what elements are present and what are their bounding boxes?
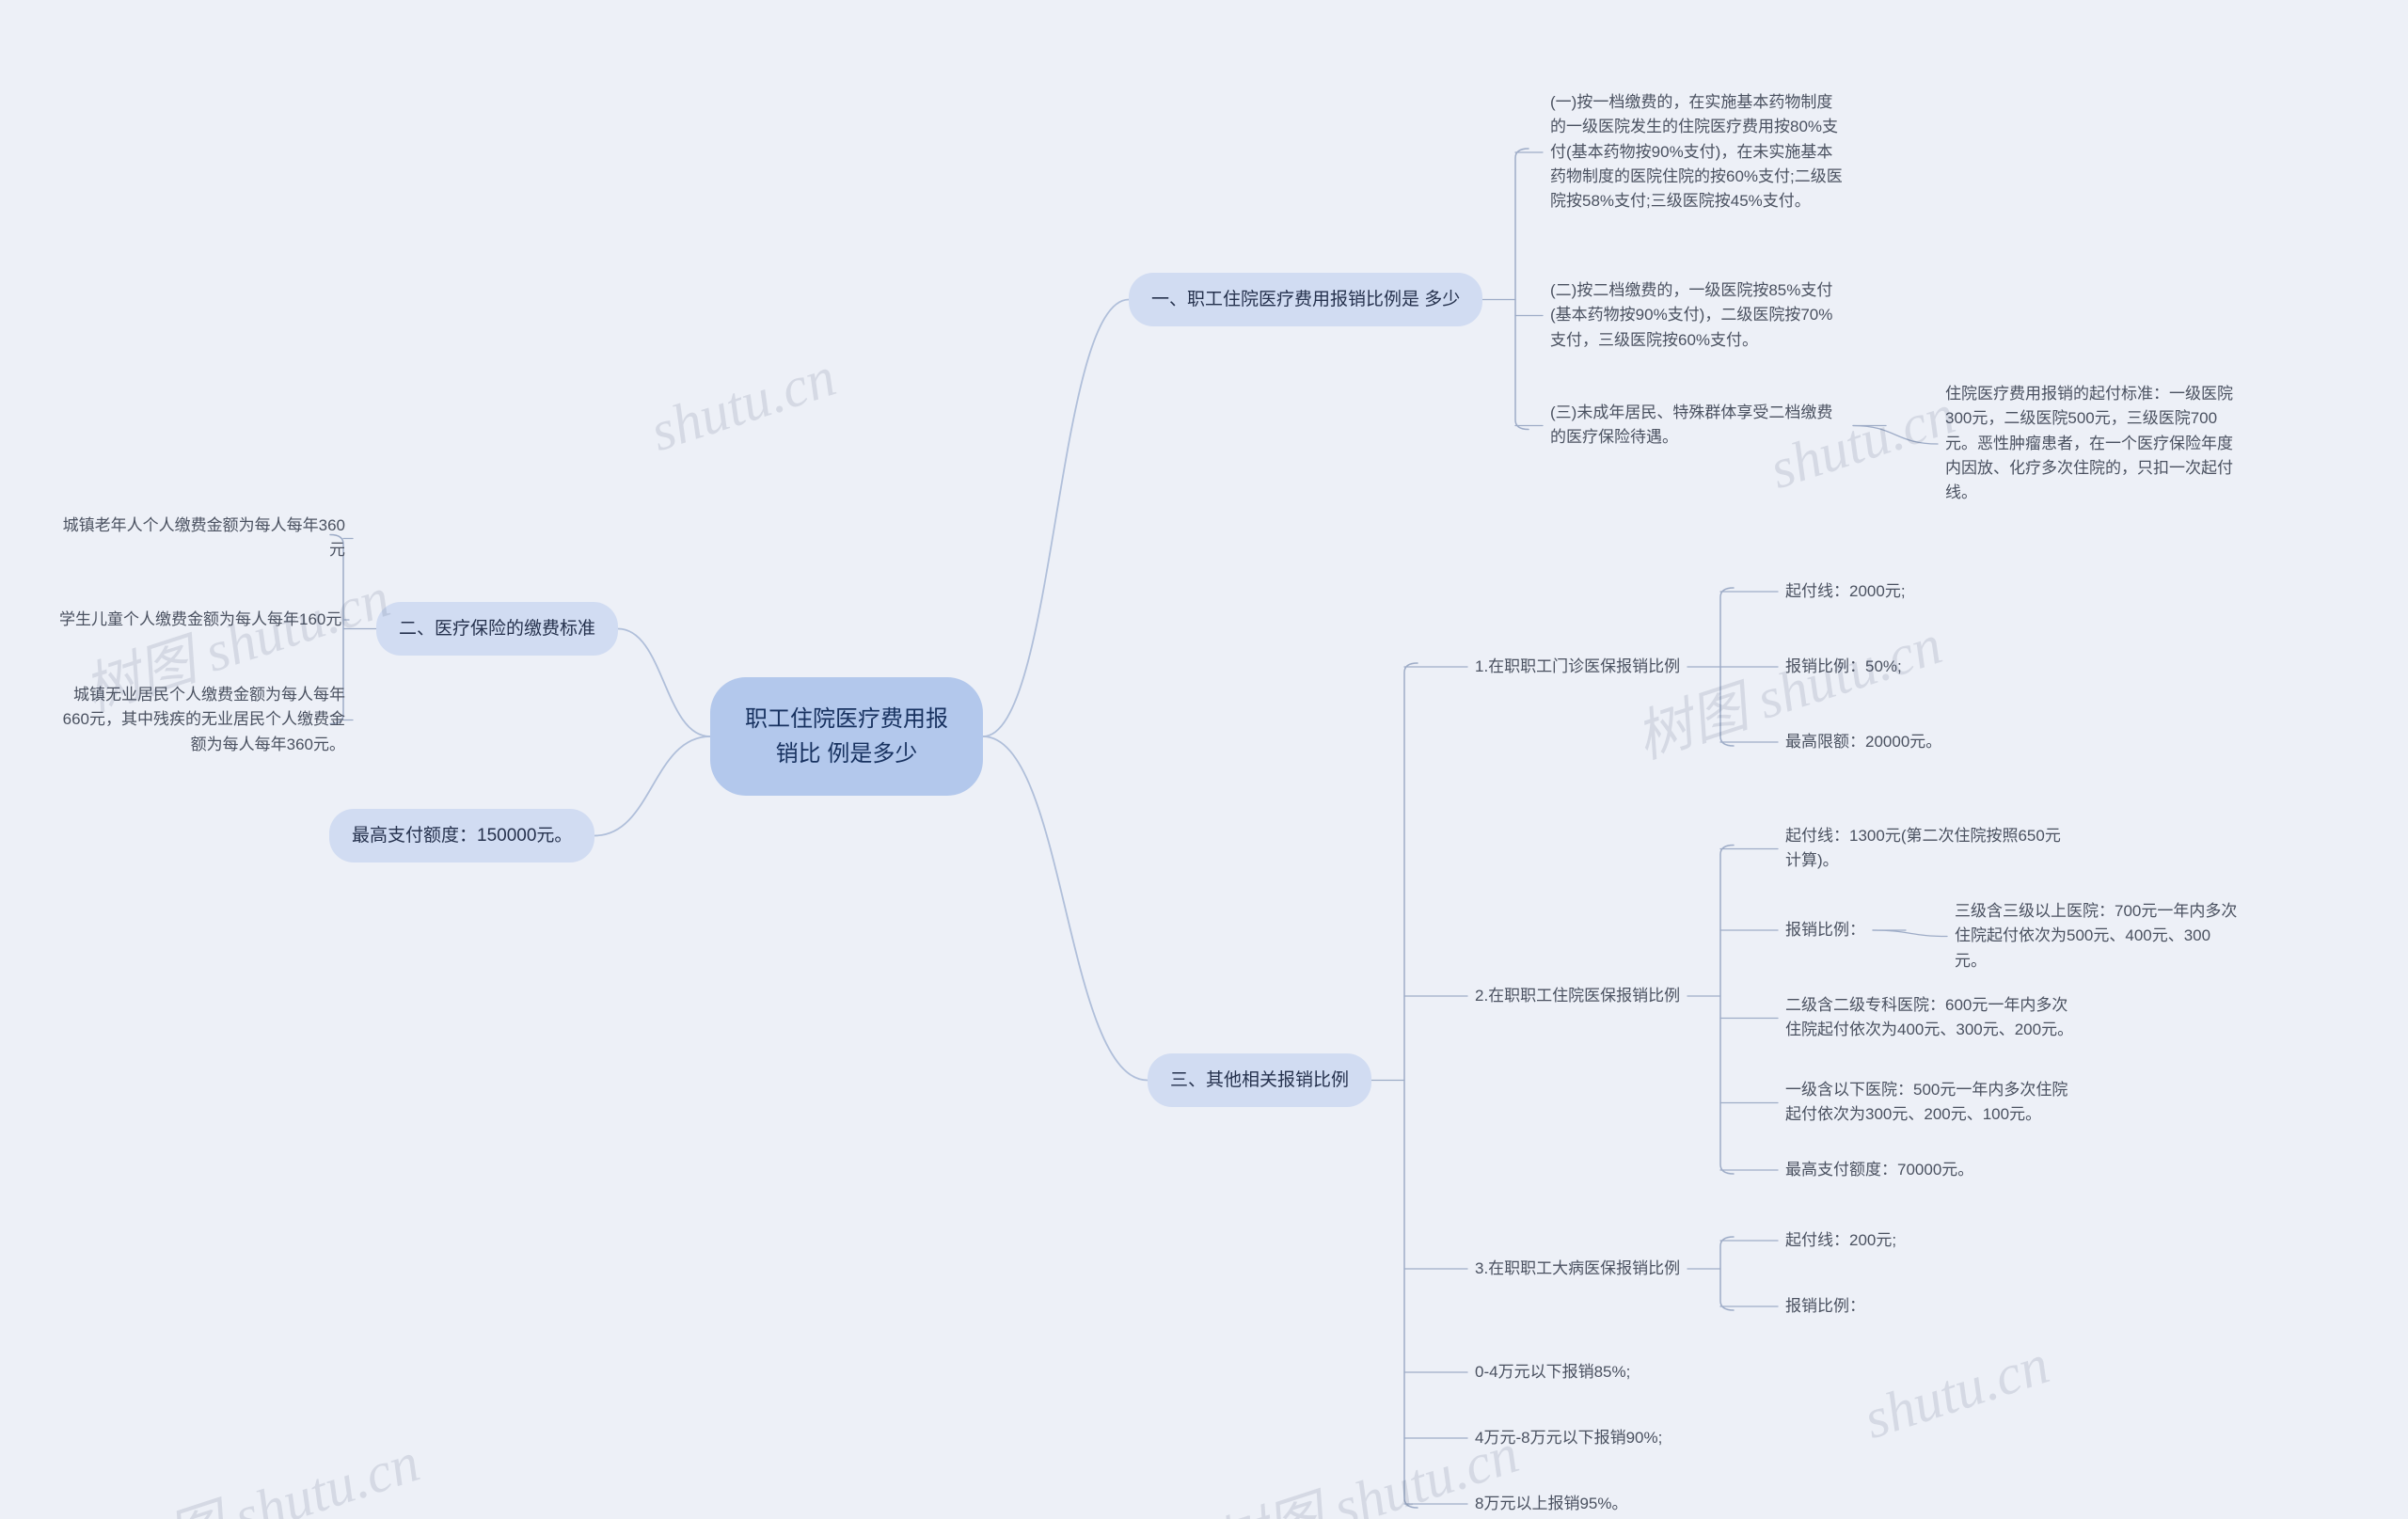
mindmap-node-b2c1: 城镇老年人个人缴费金额为每人每年360元 — [52, 508, 353, 569]
node-label: 城镇无业居民个人缴费金额为每人每年660元，其中残疾的无业居民个人缴费金额为每人… — [42, 677, 353, 763]
node-label: 1.在职职工门诊医保报销比例 — [1467, 649, 1687, 685]
node-label: 一级含以下医院：500元一年内多次住院起付依次为300元、200元、100元。 — [1778, 1072, 2088, 1133]
mindmap-node-b3c2d: 一级含以下医院：500元一年内多次住院起付依次为300元、200元、100元。 — [1778, 1072, 2088, 1133]
node-label: 2.在职职工住院医保报销比例 — [1467, 978, 1687, 1014]
node-label: 最高支付额度：70000元。 — [1778, 1152, 1981, 1188]
mindmap-node-center: 职工住院医疗费用报销比 例是多少 — [710, 677, 983, 796]
mindmap-node-b3c2a: 起付线：1300元(第二次住院按照650元计算)。 — [1778, 818, 2079, 879]
mindmap-node-b1c3: (三)未成年居民、特殊群体享受二档缴费的医疗保险待遇。 — [1543, 395, 1853, 456]
node-label: 二、医疗保险的缴费标准 — [376, 602, 618, 656]
node-label: 4万元-8万元以下报销90%; — [1467, 1420, 1670, 1456]
node-label: 三、其他相关报销比例 — [1148, 1053, 1371, 1107]
mindmap-node-b3c5: 4万元-8万元以下报销90%; — [1467, 1420, 1670, 1456]
node-label: 最高支付额度：150000元。 — [329, 809, 594, 862]
mindmap-node-b3c1c: 最高限额：20000元。 — [1778, 724, 1949, 760]
node-label: 起付线：1300元(第二次住院按照650元计算)。 — [1778, 818, 2079, 879]
node-label: 报销比例： — [1778, 912, 1873, 948]
mindmap-node-b3c1: 1.在职职工门诊医保报销比例 — [1467, 649, 1687, 685]
connector-layer — [0, 0, 2408, 1519]
node-label: (二)按二档缴费的，一级医院按85%支付(基本药物按90%支付)，二级医院按70… — [1543, 273, 1853, 358]
mindmap-node-b3c2c: 二级含二级专科医院：600元一年内多次住院起付依次为400元、300元、200元… — [1778, 988, 2088, 1049]
mindmap-node-b3c4: 0-4万元以下报销85%; — [1467, 1354, 1638, 1390]
node-label: (三)未成年居民、特殊群体享受二档缴费的医疗保险待遇。 — [1543, 395, 1853, 456]
node-label: 住院医疗费用报销的起付标准：一级医院300元，二级医院500元，三级医院700元… — [1938, 376, 2248, 512]
node-label: 职工住院医疗费用报销比 例是多少 — [710, 677, 983, 796]
mindmap-node-b3c2b1: 三级含三级以上医院：700元一年内多次住院起付依次为500元、400元、300元… — [1947, 894, 2248, 979]
node-label: 三级含三级以上医院：700元一年内多次住院起付依次为500元、400元、300元… — [1947, 894, 2248, 979]
watermark: shutu.cn — [642, 344, 843, 465]
node-label: 8万元以上报销95%。 — [1467, 1486, 1635, 1519]
mindmap-node-b3c2: 2.在职职工住院医保报销比例 — [1467, 978, 1687, 1014]
mindmap-node-b3c3: 3.在职职工大病医保报销比例 — [1467, 1251, 1687, 1287]
mindmap-node-b3c1b: 报销比例：50%; — [1778, 649, 1909, 685]
watermark: 图 shutu.cn — [155, 1416, 428, 1519]
mindmap-node-b3c3b: 报销比例： — [1778, 1289, 1873, 1324]
node-label: 城镇老年人个人缴费金额为每人每年360元 — [52, 508, 353, 569]
node-label: 二级含二级专科医院：600元一年内多次住院起付依次为400元、300元、200元… — [1778, 988, 2088, 1049]
mindmap-node-b1c1: (一)按一档缴费的，在实施基本药物制度的一级医院发生的住院医疗费用按80%支付(… — [1543, 85, 1853, 220]
node-label: 学生儿童个人缴费金额为每人每年160元 — [52, 602, 349, 638]
mindmap-node-b4: 最高支付额度：150000元。 — [329, 809, 594, 862]
node-label: 起付线：2000元; — [1778, 574, 1913, 609]
mindmap-node-b2c2: 学生儿童个人缴费金额为每人每年160元 — [52, 602, 349, 638]
mindmap-node-b2: 二、医疗保险的缴费标准 — [376, 602, 618, 656]
node-label: 一、职工住院医疗费用报销比例是 多少 — [1129, 273, 1482, 326]
node-label: 起付线：200元; — [1778, 1223, 1904, 1258]
node-label: 报销比例：50%; — [1778, 649, 1909, 685]
mindmap-node-b3c3a: 起付线：200元; — [1778, 1223, 1904, 1258]
mindmap-node-b1c2: (二)按二档缴费的，一级医院按85%支付(基本药物按90%支付)，二级医院按70… — [1543, 273, 1853, 358]
node-label: 0-4万元以下报销85%; — [1467, 1354, 1638, 1390]
mindmap-node-b3c2b: 报销比例： — [1778, 912, 1873, 948]
mindmap-node-b3c1a: 起付线：2000元; — [1778, 574, 1913, 609]
mindmap-node-b1c3a: 住院医疗费用报销的起付标准：一级医院300元，二级医院500元，三级医院700元… — [1938, 376, 2248, 512]
mindmap-node-b1: 一、职工住院医疗费用报销比例是 多少 — [1129, 273, 1482, 326]
node-label: 报销比例： — [1778, 1289, 1873, 1324]
mindmap-node-b3c2e: 最高支付额度：70000元。 — [1778, 1152, 1981, 1188]
node-label: (一)按一档缴费的，在实施基本药物制度的一级医院发生的住院医疗费用按80%支付(… — [1543, 85, 1853, 220]
mindmap-node-b3: 三、其他相关报销比例 — [1148, 1053, 1371, 1107]
node-label: 最高限额：20000元。 — [1778, 724, 1949, 760]
mindmap-node-b3c6: 8万元以上报销95%。 — [1467, 1486, 1635, 1519]
mindmap-node-b2c3: 城镇无业居民个人缴费金额为每人每年660元，其中残疾的无业居民个人缴费金额为每人… — [42, 677, 353, 763]
node-label: 3.在职职工大病医保报销比例 — [1467, 1251, 1687, 1287]
watermark: shutu.cn — [1856, 1332, 2056, 1452]
